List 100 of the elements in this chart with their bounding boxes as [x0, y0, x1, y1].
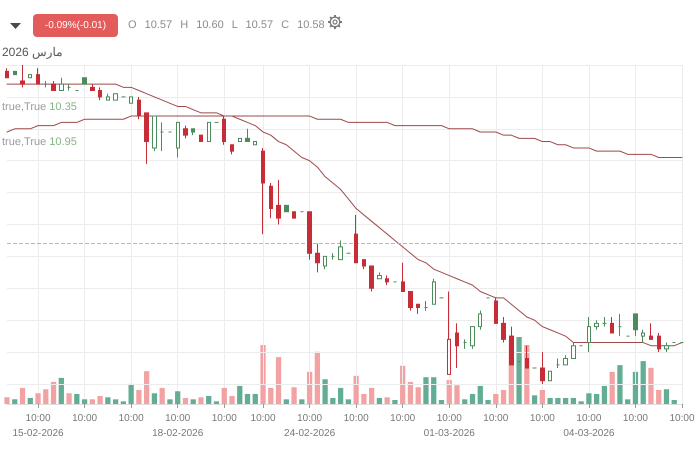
x-tick-label: 10:00 18-02-2026 — [152, 413, 204, 439]
bar — [43, 389, 48, 404]
candlestick — [369, 265, 374, 292]
bar — [105, 397, 110, 404]
candlestick — [470, 326, 475, 350]
bar — [182, 398, 188, 404]
bar — [570, 398, 576, 404]
bar — [369, 388, 374, 404]
bar — [284, 399, 289, 404]
bar — [144, 371, 150, 404]
bar — [268, 388, 274, 404]
candlestick — [284, 204, 289, 212]
candlestick — [44, 80, 48, 88]
candlestick — [478, 310, 482, 330]
bar — [314, 352, 320, 404]
candlestick — [618, 313, 622, 337]
bar — [175, 391, 180, 404]
bar — [493, 394, 498, 404]
x-tick-label: 10:00 — [669, 413, 695, 424]
candlestick — [401, 262, 405, 292]
x-tick-label: 10:00 24-02-2026 — [284, 413, 336, 439]
bar — [562, 398, 568, 404]
bar — [35, 393, 41, 404]
candlestick — [602, 316, 607, 328]
candlestick — [455, 322, 459, 369]
candlestick — [106, 93, 110, 101]
bar — [392, 400, 398, 404]
candlestick — [160, 122, 164, 152]
bar — [400, 366, 406, 404]
candlestick — [664, 342, 669, 353]
bar — [229, 396, 235, 404]
x-tick-label: 10:00 — [530, 413, 556, 424]
candlestick — [36, 68, 40, 85]
bar — [672, 400, 677, 404]
candlestick — [183, 125, 188, 139]
bar — [167, 399, 173, 404]
bar — [648, 368, 654, 404]
bar — [97, 396, 103, 404]
candlestick — [129, 96, 133, 104]
bar — [547, 398, 553, 404]
candlestick — [571, 342, 576, 359]
bar — [222, 388, 227, 404]
x-tick-label: 10:00 — [118, 413, 144, 424]
candlestick — [253, 141, 257, 146]
candlestick — [641, 329, 645, 344]
candlestick — [377, 272, 382, 280]
bar — [470, 394, 476, 404]
bar — [330, 398, 336, 404]
bar — [299, 399, 304, 404]
candlestick — [230, 144, 234, 155]
candlestick — [51, 80, 56, 92]
candlestick — [362, 259, 366, 270]
bar — [408, 382, 414, 404]
candlestick — [261, 147, 265, 235]
candlestick — [556, 358, 560, 369]
candlestick — [563, 354, 568, 366]
bar — [28, 398, 33, 404]
candlestick — [5, 68, 9, 78]
text: مارس 2026 — [2, 45, 63, 59]
annotation: true,True 10.95 — [2, 136, 77, 148]
candlestick — [144, 112, 149, 164]
candlestick — [424, 300, 428, 312]
bar — [438, 400, 444, 404]
x-tick-label: 10:00 — [212, 413, 238, 424]
bar — [454, 385, 460, 404]
bar — [532, 395, 538, 404]
candlestick — [176, 122, 180, 158]
candlestick — [292, 211, 296, 219]
candlestick — [90, 84, 95, 92]
candlestick — [323, 256, 327, 270]
candlestick — [269, 182, 273, 219]
bar — [4, 397, 10, 404]
candlestick — [152, 116, 157, 152]
candlestick — [207, 122, 211, 142]
bar — [346, 399, 352, 404]
candlestick — [28, 74, 32, 78]
candlestick — [657, 332, 661, 353]
bar — [136, 390, 142, 404]
candlestick — [649, 322, 653, 340]
bar — [617, 365, 623, 404]
annotation: true,True 10.35 — [2, 101, 77, 113]
candlestick — [137, 96, 141, 120]
bar — [128, 384, 134, 404]
bar — [190, 399, 196, 404]
candlestick — [463, 338, 467, 350]
bar — [602, 386, 608, 404]
x-tick-label: 10:00 — [483, 413, 509, 424]
bar — [586, 393, 592, 404]
bar — [664, 389, 670, 404]
candlestick — [331, 252, 335, 260]
bar — [656, 390, 662, 404]
candlestick — [501, 316, 506, 344]
bar — [594, 394, 600, 404]
bar — [416, 387, 421, 404]
bar — [66, 393, 72, 404]
x-tick-label: 10:00 — [250, 413, 276, 424]
bar — [58, 378, 64, 404]
bar — [82, 399, 88, 404]
bar — [640, 361, 646, 404]
candlestick — [113, 93, 118, 101]
